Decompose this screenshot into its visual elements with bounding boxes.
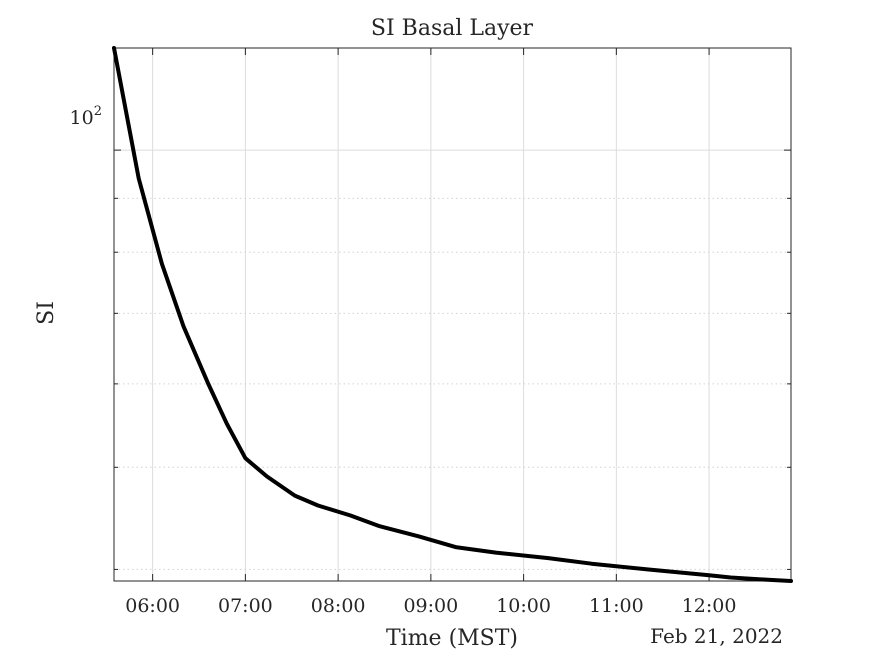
y-tick-label-exponent: 2	[94, 104, 102, 119]
grid	[114, 48, 791, 581]
x-tick-label: 08:00	[311, 595, 366, 617]
date-label: Feb 21, 2022	[650, 624, 783, 648]
x-tick-label: 11:00	[589, 595, 644, 617]
x-tick-label: 06:00	[125, 595, 180, 617]
y-tick-label: 102	[70, 104, 102, 129]
y-tick-label-base: 10	[70, 107, 94, 129]
x-tick-label: 07:00	[218, 595, 273, 617]
series-line	[112, 46, 793, 583]
x-axis-label: Time (MST)	[386, 626, 518, 651]
chart-title: SI Basal Layer	[371, 16, 534, 41]
x-tick-label: 12:00	[682, 595, 737, 617]
x-tick-label: 10:00	[496, 595, 551, 617]
x-tick-label: 09:00	[403, 595, 458, 617]
tick-marks	[114, 48, 791, 581]
x-tick-labels: 06:00 07:00 08:00 09:00 10:00 11:00 12:00	[125, 595, 736, 617]
y-axis-label: SI	[34, 301, 59, 325]
plot-frame	[113, 47, 792, 582]
